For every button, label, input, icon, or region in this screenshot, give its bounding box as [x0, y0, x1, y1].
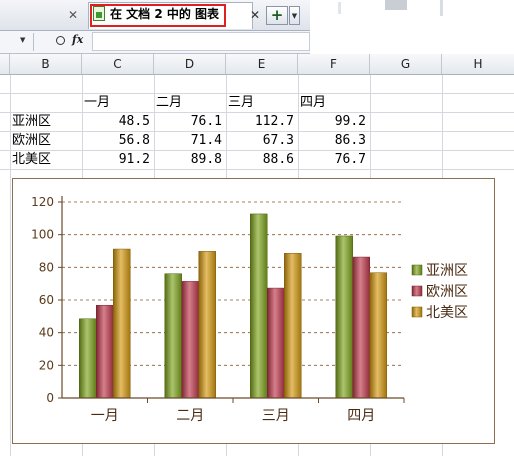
tab-chart-document[interactable]: 在 文档 2 中的 图表 [88, 2, 253, 29]
table-cell[interactable]: 76.1 [190, 114, 222, 129]
table-header-month-1[interactable]: 一月 [84, 95, 111, 110]
column-header-f[interactable]: F [298, 54, 370, 74]
bar[interactable] [267, 287, 285, 399]
legend-label: 亚洲区 [426, 263, 468, 279]
new-tab-dropdown-icon[interactable]: ▼ [289, 6, 300, 25]
table-header-month-2[interactable]: 二月 [156, 95, 183, 110]
bar[interactable] [369, 272, 387, 399]
legend-swatch [411, 285, 423, 297]
x-tick-label: 一月 [91, 408, 119, 424]
legend-swatch [411, 306, 423, 318]
worksheet-grid[interactable]: 一月 二月 三月 四月 亚洲区 48.5 76.1 112.7 99.2 欧洲区… [0, 75, 514, 456]
table-row-label[interactable]: 亚洲区 [12, 114, 52, 129]
table-cell[interactable]: 71.4 [190, 133, 222, 148]
table-cell[interactable]: 48.5 [118, 114, 150, 129]
bar[interactable] [250, 213, 268, 399]
bar[interactable] [335, 235, 353, 399]
namebox-dropdown-icon[interactable]: ▼ [20, 36, 26, 44]
legend-label: 欧洲区 [426, 284, 468, 300]
column-header-c[interactable]: C [82, 54, 154, 74]
y-tick-label: 40 [39, 326, 54, 340]
legend-label: 北美区 [426, 305, 468, 321]
column-header-g[interactable]: G [370, 54, 442, 74]
table-row-label[interactable]: 北美区 [12, 152, 52, 167]
y-tick-label: 80 [39, 260, 54, 274]
column-header-a[interactable] [0, 54, 10, 74]
table-cell[interactable]: 99.2 [334, 114, 366, 129]
table-cell[interactable]: 76.7 [334, 152, 366, 167]
close-active-tab-icon[interactable]: ✕ [249, 8, 261, 22]
table-cell[interactable]: 56.8 [118, 133, 150, 148]
bar[interactable] [181, 281, 199, 399]
table-cell[interactable]: 89.8 [190, 152, 222, 167]
close-tab-icon[interactable]: ✕ [67, 8, 79, 22]
bar[interactable] [352, 256, 370, 399]
formula-bar: ▼ fx [0, 31, 310, 54]
y-tick-label: 60 [39, 293, 54, 307]
legend-swatch [411, 264, 423, 276]
table-row-label[interactable]: 欧洲区 [12, 133, 52, 148]
y-tick-label: 100 [31, 228, 54, 242]
formula-input[interactable] [92, 32, 310, 51]
table-cell[interactable]: 112.7 [254, 114, 294, 129]
table-cell[interactable]: 86.3 [334, 133, 366, 148]
tab-title: 在 文档 2 中的 图表 [110, 7, 220, 21]
bar[interactable] [164, 273, 182, 399]
table-cell[interactable]: 67.3 [262, 133, 294, 148]
column-header-h[interactable]: H [473, 57, 483, 71]
table-header-month-3[interactable]: 三月 [228, 95, 255, 110]
bar[interactable] [79, 318, 97, 399]
x-tick-label: 二月 [176, 408, 204, 424]
bar[interactable] [198, 251, 216, 399]
tab-highlight-box [90, 4, 226, 27]
y-tick-label: 0 [46, 391, 54, 405]
magnifier-icon[interactable] [56, 36, 65, 45]
bar[interactable] [96, 304, 114, 399]
document-tab-strip: ✕ 在 文档 2 中的 图表 ✕ + ▼ [0, 0, 310, 31]
column-header-b[interactable]: B [10, 54, 82, 74]
table-cell[interactable]: 88.6 [262, 152, 294, 167]
x-tick-label: 三月 [262, 408, 290, 424]
x-tick-label: 四月 [347, 408, 375, 424]
insert-function-icon[interactable]: fx [72, 33, 84, 46]
y-tick-label: 20 [39, 358, 54, 372]
y-tick-label: 120 [31, 195, 54, 209]
column-header-e[interactable]: E [226, 54, 298, 74]
spreadsheet-doc-icon [93, 6, 105, 21]
bar[interactable] [113, 248, 131, 399]
table-cell[interactable]: 91.2 [118, 152, 150, 167]
formula-bar-divider [33, 33, 34, 51]
column-header-d[interactable]: D [154, 54, 226, 74]
table-header-month-4[interactable]: 四月 [300, 95, 327, 110]
new-tab-button[interactable]: + [266, 6, 288, 25]
bar[interactable] [284, 253, 302, 399]
background-window-region [310, 0, 514, 62]
column-header-row: B C D E F G H [0, 54, 514, 75]
